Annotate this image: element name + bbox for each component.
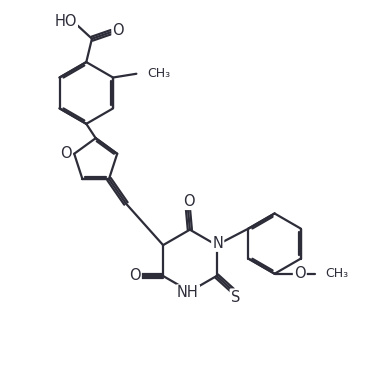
- Text: N: N: [212, 236, 223, 251]
- Text: O: O: [183, 194, 195, 209]
- Text: O: O: [60, 146, 72, 161]
- Text: CH₃: CH₃: [325, 267, 348, 280]
- Text: CH₃: CH₃: [148, 67, 171, 79]
- Text: O: O: [129, 268, 141, 283]
- Text: O: O: [294, 266, 306, 281]
- Text: S: S: [231, 290, 240, 305]
- Text: HO: HO: [54, 14, 77, 28]
- Text: O: O: [113, 23, 124, 37]
- Text: NH: NH: [177, 285, 199, 301]
